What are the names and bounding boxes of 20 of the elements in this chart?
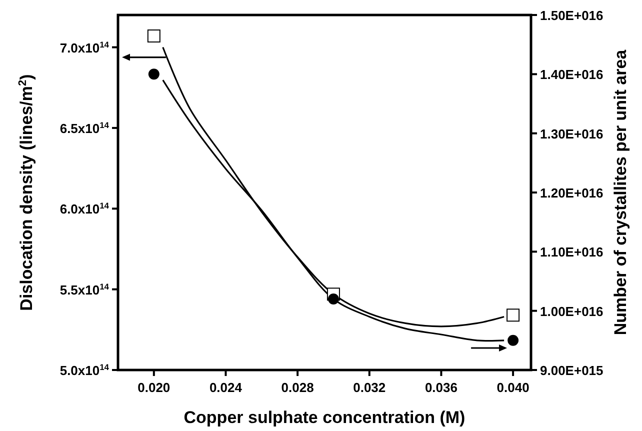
y-tick-label: 6.0x10$^{14}$ — [60, 200, 110, 217]
x-tick-label: 0.036 — [424, 380, 458, 395]
x-tick-label: 0.032 — [353, 380, 386, 395]
x-tick-label: 0.020 — [138, 380, 170, 395]
y2-tick-label: 1.30E+016 — [540, 126, 604, 142]
y2-tick-label: 1.10E+016 — [540, 244, 604, 260]
x-axis-title: Copper sulphate concentration (M) — [184, 408, 466, 427]
y2-tick-label: 1.00E+016 — [540, 304, 604, 319]
y2-tick-label: 1.40E+016 — [540, 67, 604, 82]
x-tick-label: 0.040 — [496, 380, 530, 395]
y-tick-label: 7.0x10$^{14}$ — [60, 39, 110, 56]
y2-tick-label: 1.50E+016 — [540, 8, 604, 23]
x-tick-label: 0.024 — [209, 380, 243, 395]
x-tick-label: 0.028 — [281, 380, 314, 395]
y-tick-label: 5.5x10$^{14}$ — [60, 281, 110, 298]
y2-tick-label: 9.00E+015 — [540, 363, 604, 378]
y-tick-label: 6.5x10$^{14}$ — [60, 120, 110, 136]
y2-axis-title: Number of crystallites per unit area — [611, 49, 630, 336]
y2-tick-label: 1.20E+016 — [540, 186, 604, 200]
y-tick-label: 5.0x10$^{14}$ — [60, 362, 110, 378]
